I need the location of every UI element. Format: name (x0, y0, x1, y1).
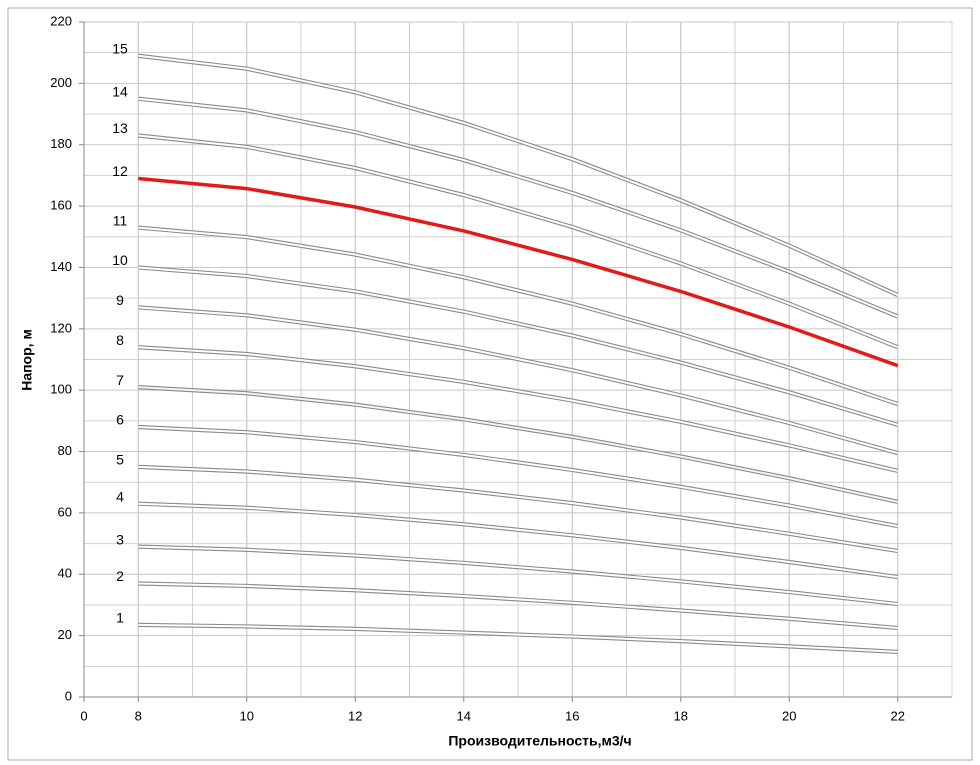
x-axis-title: Производительность,м3/ч (448, 733, 631, 749)
curve (138, 502, 898, 579)
curve (138, 582, 898, 629)
y-tick-label: 220 (50, 13, 72, 28)
curve-label: 9 (116, 292, 124, 308)
curve (138, 426, 898, 528)
curve-label: 1 (116, 610, 124, 626)
curve (138, 346, 898, 472)
y-tick-label: 40 (58, 566, 72, 581)
curve (138, 623, 898, 653)
curve-label: 4 (116, 488, 124, 504)
x-tick-label: 8 (135, 708, 142, 723)
curve-label: 10 (112, 252, 128, 268)
curve-label: 15 (112, 40, 128, 56)
curve-label: 6 (116, 412, 124, 428)
curve (138, 465, 898, 552)
curve-label: 11 (113, 212, 128, 228)
curve (138, 226, 899, 405)
curve-label: 12 (112, 163, 128, 179)
x-tick-label: 0 (80, 708, 87, 723)
curve-label: 3 (116, 531, 124, 547)
curve-label: 13 (112, 120, 128, 136)
curve-label: 8 (116, 332, 124, 348)
x-tick-label: 14 (457, 708, 471, 723)
x-tick-label: 12 (348, 708, 362, 723)
y-axis-title: Напор, м (19, 329, 35, 391)
x-tick-label: 20 (782, 708, 796, 723)
curve (138, 97, 899, 318)
y-tick-label: 200 (50, 75, 72, 90)
curve (138, 134, 899, 349)
y-tick-label: 60 (58, 504, 72, 519)
x-tick-label: 22 (891, 708, 905, 723)
curve (138, 545, 898, 606)
y-tick-label: 160 (50, 198, 72, 213)
curve (138, 386, 898, 503)
curve-label: 14 (112, 83, 128, 99)
curve-label: 7 (116, 372, 124, 388)
x-tick-label: 10 (240, 708, 254, 723)
curve (138, 266, 899, 426)
curve (138, 176, 899, 368)
curve (138, 54, 899, 296)
y-tick-label: 100 (50, 382, 72, 397)
x-tick-label: 16 (565, 708, 579, 723)
y-tick-label: 180 (50, 136, 72, 151)
curve-label: 5 (116, 452, 124, 468)
y-tick-label: 120 (50, 320, 72, 335)
curve (138, 306, 899, 455)
y-tick-label: 20 (58, 627, 72, 642)
y-tick-label: 80 (58, 443, 72, 458)
y-tick-label: 140 (50, 259, 72, 274)
curve-label: 2 (116, 568, 124, 584)
y-tick-label: 0 (65, 688, 72, 703)
x-tick-label: 18 (674, 708, 688, 723)
